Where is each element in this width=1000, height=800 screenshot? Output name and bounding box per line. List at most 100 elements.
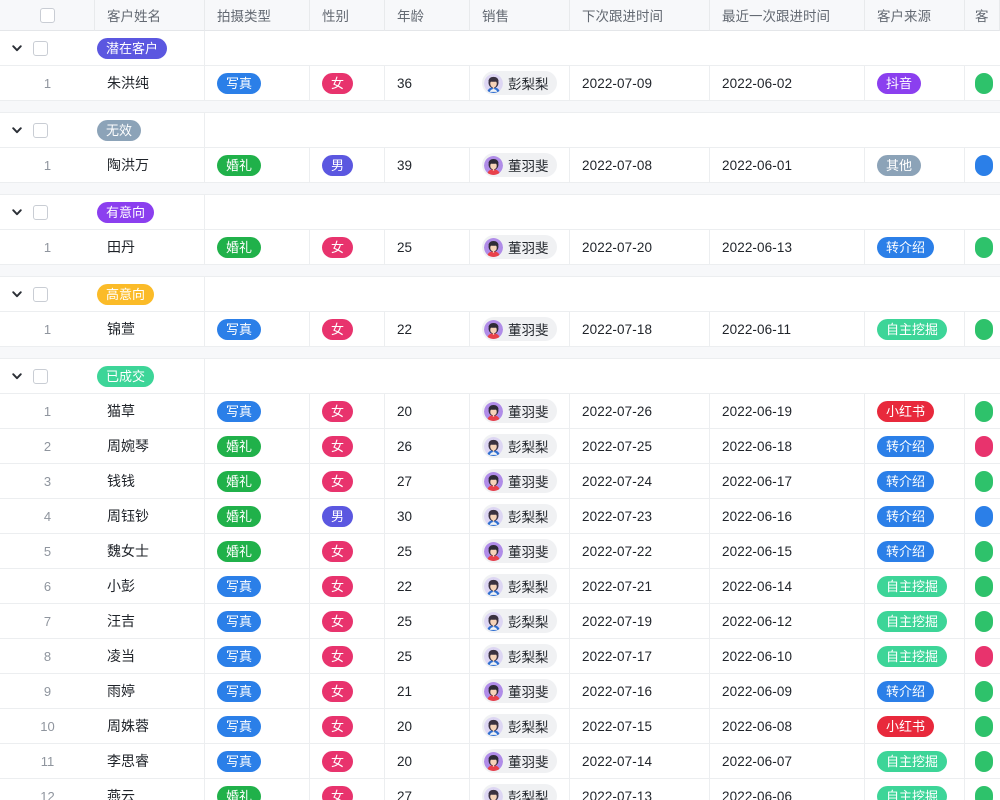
cell-next-followup: 2022-07-24 — [570, 464, 710, 499]
cell-name: 魏女士 — [95, 534, 205, 569]
cell-sales: 彭梨梨 — [470, 569, 570, 604]
shoot-type-badge: 写真 — [217, 575, 262, 597]
cell-sales: 董羽斐 — [470, 674, 570, 709]
table-row[interactable]: 9 雨婷 写真 女 21 董羽斐 2022-07-16 2022-06-09 转介绍 — [0, 674, 1000, 709]
sales-person-chip: 董羽斐 — [482, 153, 557, 177]
column-header-next_followup: 下次跟进时间 — [570, 0, 710, 31]
column-header-source: 客户来源 — [865, 0, 965, 31]
row-index: 10 — [0, 709, 95, 744]
sales-person-chip: 彭梨梨 — [482, 714, 557, 738]
truncated-badge — [975, 785, 993, 800]
table-row[interactable]: 2 周婉琴 婚礼 女 26 彭梨梨 2022-07-25 2022-06-18 转介绍 — [0, 429, 1000, 464]
customer-name: 猫草 — [107, 403, 135, 419]
group-empty-cells — [205, 277, 1000, 312]
shoot-type-badge: 写真 — [217, 750, 262, 772]
gender-badge: 女 — [322, 680, 354, 702]
source-badge: 其他 — [877, 154, 922, 176]
shoot-type-badge: 婚礼 — [217, 154, 262, 176]
table-row[interactable]: 1 朱洪纯 写真 女 36 彭梨梨 2022-07-09 2022-06-02 抖音 — [0, 66, 1000, 101]
cell-source: 转介绍 — [865, 429, 965, 464]
table-row[interactable]: 11 李思睿 写真 女 20 董羽斐 2022-07-14 2022-06-07 自主挖掘 — [0, 744, 1000, 779]
gender-badge: 女 — [322, 645, 354, 667]
truncated-badge — [975, 72, 993, 94]
avatar-peng-icon — [484, 716, 503, 736]
cell-truncated — [965, 569, 1000, 604]
last-followup-date: 2022-06-12 — [722, 613, 793, 629]
cell-last-followup: 2022-06-12 — [710, 604, 865, 639]
row-index: 4 — [0, 499, 95, 534]
select-all-checkbox[interactable] — [39, 7, 55, 23]
customer-name: 凌当 — [107, 648, 135, 664]
table-row[interactable]: 1 陶洪万 婚礼 男 39 董羽斐 2022-07-08 2022-06-01 其他 — [0, 148, 1000, 183]
next-followup-date: 2022-07-18 — [582, 321, 653, 337]
cell-shoot-type: 婚礼 — [205, 499, 310, 534]
row-index: 12 — [0, 779, 95, 800]
cell-age: 27 — [385, 464, 470, 499]
chevron-down-icon[interactable] — [10, 41, 24, 55]
group-checkbox[interactable] — [33, 204, 48, 220]
table-row[interactable]: 1 猫草 写真 女 20 董羽斐 2022-07-26 2022-06-19 小红书 — [0, 394, 1000, 429]
source-badge: 转介绍 — [877, 540, 935, 562]
cell-name: 猫草 — [95, 394, 205, 429]
group-checkbox[interactable] — [33, 122, 48, 138]
avatar-dong-icon — [484, 541, 503, 561]
source-badge: 转介绍 — [877, 505, 935, 527]
column-header-label: 销售 — [482, 9, 509, 24]
table-row[interactable]: 7 汪吉 写真 女 25 彭梨梨 2022-07-19 2022-06-12 自主挖掘 — [0, 604, 1000, 639]
cell-age: 22 — [385, 312, 470, 347]
cell-last-followup: 2022-06-15 — [710, 534, 865, 569]
age-value: 22 — [397, 578, 413, 594]
group-spacer — [0, 347, 1000, 359]
sales-person-name: 董羽斐 — [508, 159, 549, 174]
gender-badge: 女 — [322, 400, 354, 422]
table-row[interactable]: 8 凌当 写真 女 25 彭梨梨 2022-07-17 2022-06-10 自主挖掘 — [0, 639, 1000, 674]
chevron-down-icon[interactable] — [10, 205, 24, 219]
source-badge: 小红书 — [877, 400, 935, 422]
customer-name: 燕云 — [107, 788, 135, 800]
cell-age: 25 — [385, 230, 470, 265]
table-row[interactable]: 6 小彭 写真 女 22 彭梨梨 2022-07-21 2022-06-14 自主挖掘 — [0, 569, 1000, 604]
avatar-dong-icon — [484, 237, 503, 257]
chevron-down-icon[interactable] — [10, 287, 24, 301]
table-row[interactable]: 5 魏女士 婚礼 女 25 董羽斐 2022-07-22 2022-06-15 转介绍 — [0, 534, 1000, 569]
cell-last-followup: 2022-06-19 — [710, 394, 865, 429]
cell-sales: 董羽斐 — [470, 148, 570, 183]
cell-sales: 董羽斐 — [470, 312, 570, 347]
table-row[interactable]: 3 钱钱 婚礼 女 27 董羽斐 2022-07-24 2022-06-17 转介绍 — [0, 464, 1000, 499]
cell-source: 自主挖掘 — [865, 569, 965, 604]
cell-name: 小彭 — [95, 569, 205, 604]
group-checkbox[interactable] — [33, 40, 48, 56]
age-value: 22 — [397, 321, 413, 337]
chevron-down-icon[interactable] — [10, 123, 24, 137]
cell-source: 自主挖掘 — [865, 604, 965, 639]
customer-name: 锦萱 — [107, 321, 135, 337]
last-followup-date: 2022-06-10 — [722, 648, 793, 664]
last-followup-date: 2022-06-07 — [722, 753, 793, 769]
cell-last-followup: 2022-06-01 — [710, 148, 865, 183]
cell-source: 自主挖掘 — [865, 639, 965, 674]
sales-person-chip: 董羽斐 — [482, 317, 557, 341]
cell-next-followup: 2022-07-13 — [570, 779, 710, 800]
table-row[interactable]: 4 周钰钞 婚礼 男 30 彭梨梨 2022-07-23 2022-06-16 转介绍 — [0, 499, 1000, 534]
group-status-badge: 潜在客户 — [97, 37, 168, 59]
cell-gender: 女 — [310, 569, 385, 604]
customer-name: 周姝蓉 — [107, 718, 149, 734]
column-header-label: 客户姓名 — [107, 9, 161, 24]
group-checkbox[interactable] — [33, 368, 48, 384]
table-row[interactable]: 1 田丹 婚礼 女 25 董羽斐 2022-07-20 2022-06-13 转介绍 — [0, 230, 1000, 265]
column-header-age: 年龄 — [385, 0, 470, 31]
gender-badge: 女 — [322, 435, 354, 457]
cell-sales: 彭梨梨 — [470, 709, 570, 744]
last-followup-date: 2022-06-11 — [722, 321, 792, 337]
table-row[interactable]: 10 周姝蓉 写真 女 20 彭梨梨 2022-07-15 2022-06-08 小红书 — [0, 709, 1000, 744]
sales-person-chip: 董羽斐 — [482, 749, 557, 773]
shoot-type-badge: 婚礼 — [217, 505, 262, 527]
table-row[interactable]: 1 锦萱 写真 女 22 董羽斐 2022-07-18 2022-06-11 自主挖掘 — [0, 312, 1000, 347]
chevron-down-icon[interactable] — [10, 369, 24, 383]
table-row[interactable]: 12 燕云 婚礼 女 27 彭梨梨 2022-07-13 2022-06-06 自主挖掘 — [0, 779, 1000, 800]
cell-sales: 董羽斐 — [470, 464, 570, 499]
column-header-checkbox[interactable] — [0, 0, 95, 31]
age-value: 20 — [397, 718, 413, 734]
group-checkbox[interactable] — [33, 286, 48, 302]
